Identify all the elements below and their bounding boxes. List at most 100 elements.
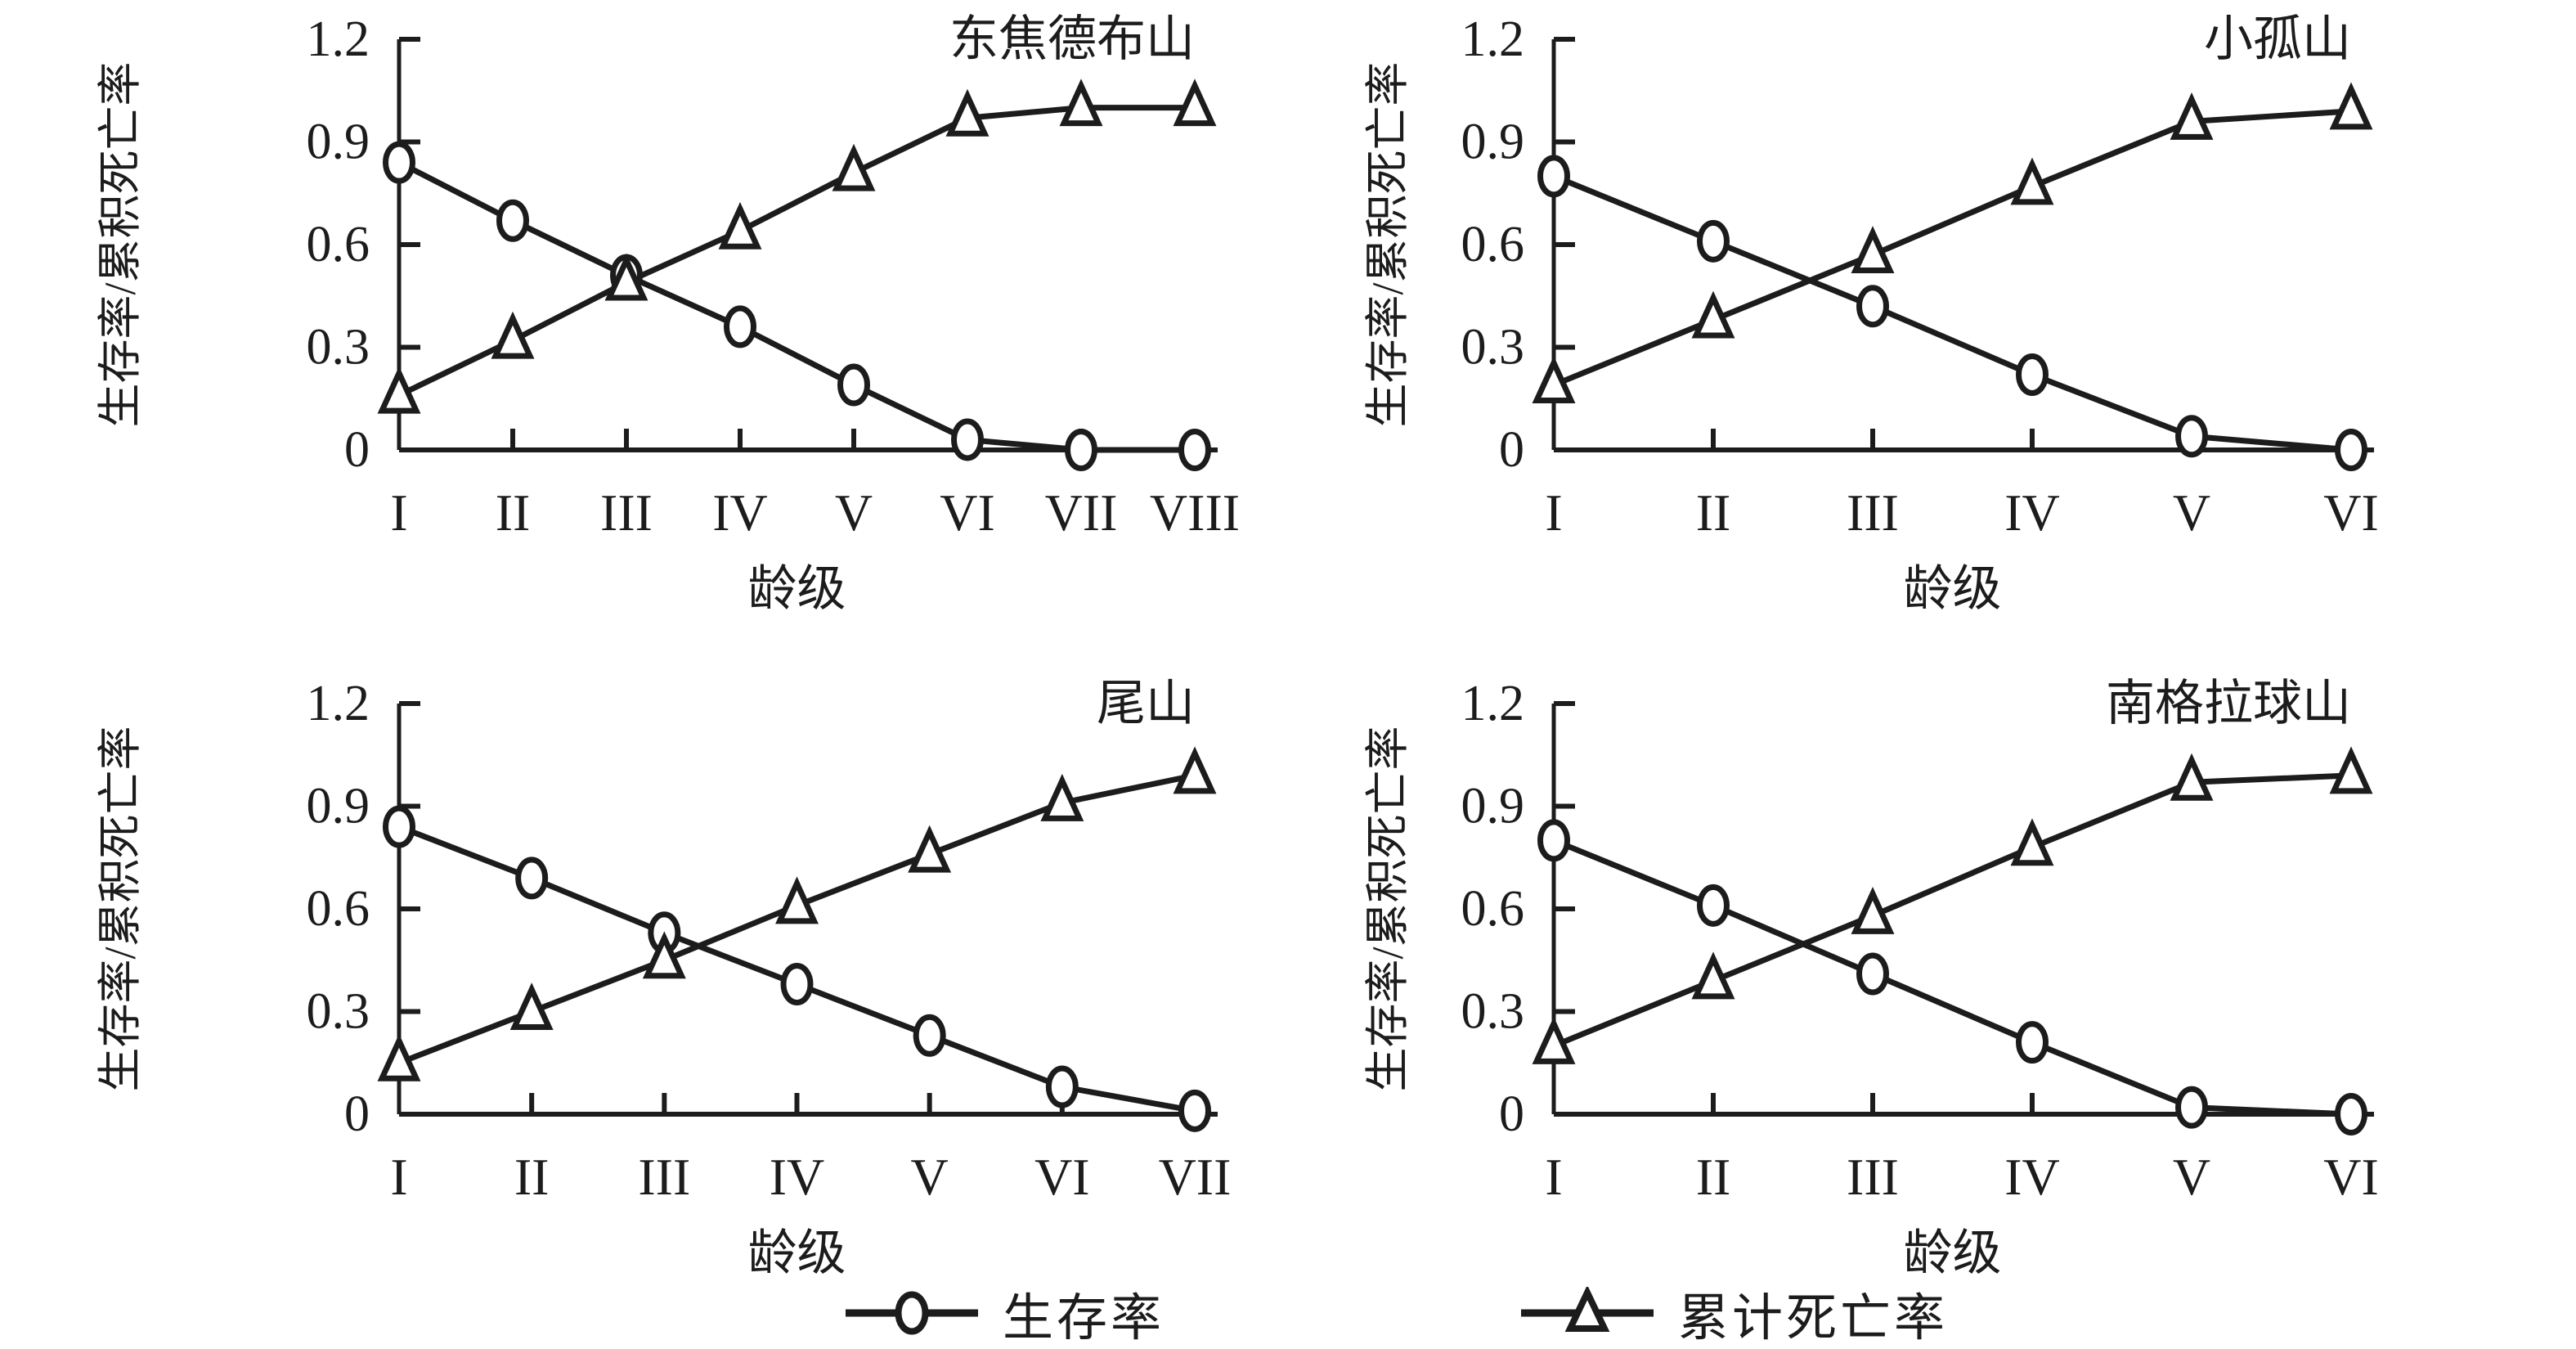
y-tick-label: 0: [344, 1086, 370, 1142]
mortality-line: [1552, 108, 2352, 388]
survival-point: [837, 363, 870, 407]
x-category-label: IV: [770, 1148, 825, 1206]
x-category-label: IV: [712, 483, 768, 542]
legend-triangle-marker: [1521, 1286, 1654, 1332]
survival-point: [1178, 1089, 1211, 1132]
y-axis-title: 生存率/累积死亡率: [1363, 61, 1412, 427]
y-tick-label: 0: [344, 422, 370, 478]
y-tick-label: 0.6: [1461, 217, 1525, 272]
y-tick-label: 0.3: [307, 984, 370, 1040]
survival-point: [2175, 415, 2208, 458]
survival-point: [1856, 285, 1889, 328]
mortality-point: [1691, 290, 1735, 339]
mortality-point: [2170, 753, 2214, 801]
survival-point: [1697, 884, 1730, 927]
survival-line: [1552, 173, 2352, 453]
y-tick-label: 0.6: [307, 217, 370, 272]
mortality-point: [1851, 226, 1895, 274]
legend-entry-mortality: 累计死亡率: [1518, 1276, 1948, 1349]
y-tick-label: 0.9: [307, 115, 370, 170]
x-axis-title: 龄级: [1904, 562, 2002, 616]
y-tick-label: 0.6: [1461, 881, 1525, 937]
x-category-label: IV: [2004, 1148, 2060, 1206]
survival-point: [2335, 429, 2367, 471]
mortality-point: [718, 201, 762, 250]
mortality-point: [1851, 886, 1895, 934]
mortality-point: [1040, 773, 1084, 821]
mortality-point: [377, 1033, 421, 1081]
x-category-label: VI: [2323, 483, 2379, 542]
x-axis-title: 龄级: [748, 1226, 846, 1280]
x-category-label: III: [1847, 483, 1899, 542]
x-category-label: V: [911, 1148, 949, 1206]
chart-legend: 生存率 累计死亡率: [0, 1276, 2576, 1349]
survival-point: [496, 199, 529, 242]
survival-point: [383, 805, 415, 848]
x-category-label: I: [1545, 1148, 1562, 1206]
survival-point: [1697, 219, 1730, 263]
survival-point: [951, 418, 984, 461]
x-category-label: VI: [940, 483, 995, 542]
y-tick-label: 0.9: [307, 779, 370, 834]
x-axis-title: 龄级: [748, 562, 846, 616]
x-category-label: V: [2173, 1148, 2210, 1206]
mortality-point: [945, 88, 990, 137]
survival-point: [1065, 429, 1097, 471]
y-tick-label: 0.9: [1461, 779, 1525, 834]
mortality-point: [2170, 92, 2214, 140]
mortality-point: [1059, 79, 1103, 127]
x-category-label: V: [2173, 483, 2210, 542]
survival-point: [913, 1014, 946, 1057]
x-category-label: II: [514, 1148, 550, 1206]
y-tick-label: 1.2: [307, 11, 370, 67]
mortality-point: [2329, 82, 2373, 130]
panel-title: 尾山: [1097, 677, 1195, 731]
legend-label-survival: 生存率: [1003, 1290, 1165, 1347]
mortality-point: [1691, 951, 1735, 1000]
chart-dongjiaodebushan: 00.30.60.91.2I II III IV V VI VII VIII东焦德布山龄级生存…: [96, 11, 1240, 616]
y-tick-label: 0: [1499, 1086, 1524, 1142]
survival-point: [2335, 1093, 2367, 1135]
x-category-label: II: [1696, 1148, 1731, 1206]
x-category-label: VI: [2323, 1148, 2379, 1206]
survival-point: [724, 305, 756, 348]
mortality-point: [1532, 1016, 1576, 1064]
y-tick-label: 1.2: [1461, 676, 1525, 731]
y-tick-label: 1.2: [307, 676, 370, 731]
mortality-point: [1173, 746, 1217, 794]
x-category-label: I: [1545, 483, 1562, 542]
survival-point: [515, 857, 549, 900]
y-tick-label: 1.2: [1461, 11, 1525, 67]
survival-line: [397, 160, 1195, 453]
panel-title: 小孤山: [2204, 12, 2351, 66]
x-category-label: III: [1847, 1148, 1899, 1206]
x-category-label: V: [835, 483, 873, 542]
survival-line: [1552, 838, 2352, 1117]
x-category-label: VIII: [1150, 483, 1240, 542]
y-tick-label: 0.3: [1461, 320, 1525, 375]
x-category-label: I: [390, 1148, 407, 1206]
x-category-label: VI: [1034, 1148, 1090, 1206]
mortality-point: [832, 143, 876, 191]
x-category-label: VII: [1045, 483, 1118, 542]
y-tick-label: 0: [1499, 422, 1524, 478]
mortality-point: [604, 253, 648, 301]
survival-point: [1537, 155, 1570, 198]
survival-point: [1856, 952, 1889, 996]
panel-title: 南格拉球山: [2106, 677, 2351, 731]
x-category-label: VII: [1159, 1148, 1232, 1206]
mortality-point: [2010, 157, 2054, 205]
mortality-line: [1552, 772, 2352, 1049]
mortality-point: [491, 311, 535, 359]
y-axis-title: 生存率/累积死亡率: [96, 61, 145, 427]
y-axis-title: 生存率/累积死亡率: [96, 726, 145, 1091]
survival-point: [1537, 819, 1570, 862]
x-category-label: II: [1696, 483, 1731, 542]
legend-entry-survival: 生存率: [842, 1276, 1165, 1349]
mortality-point: [2329, 746, 2373, 794]
y-tick-label: 0.9: [1461, 115, 1525, 170]
